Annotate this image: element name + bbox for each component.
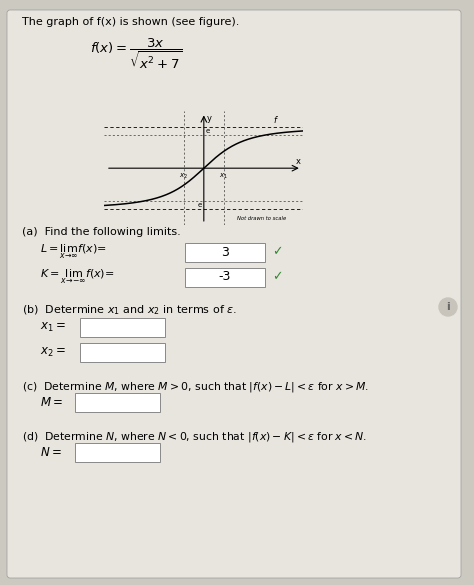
- Text: The graph of f(x) is shown (see figure).: The graph of f(x) is shown (see figure).: [22, 17, 239, 27]
- Text: (c)  Determine $M$, where $M > 0$, such that $|f(x) - L| < \varepsilon$ for $x >: (c) Determine $M$, where $M > 0$, such t…: [22, 380, 369, 394]
- Text: Not drawn to scale: Not drawn to scale: [237, 216, 286, 221]
- Text: ✓: ✓: [272, 246, 283, 259]
- Text: (a)  Find the following limits.: (a) Find the following limits.: [22, 227, 181, 237]
- Text: x: x: [296, 157, 301, 166]
- Text: $M =$: $M =$: [40, 395, 63, 408]
- Circle shape: [439, 298, 457, 316]
- Text: $x_2 =$: $x_2 =$: [40, 346, 66, 359]
- Bar: [75, 442, 160, 462]
- Text: e: e: [198, 202, 202, 208]
- Text: e: e: [206, 128, 210, 134]
- Bar: [80, 342, 165, 362]
- Text: $f(x) = \dfrac{3x}{\sqrt{x^2+7}}$: $f(x) = \dfrac{3x}{\sqrt{x^2+7}}$: [90, 37, 182, 71]
- Bar: [185, 243, 265, 261]
- Text: (b)  Determine $x_1$ and $x_2$ in terms of $\varepsilon$.: (b) Determine $x_1$ and $x_2$ in terms o…: [22, 303, 237, 316]
- Text: $x_1 =$: $x_1 =$: [40, 321, 66, 333]
- Text: $K = \lim_{x \to -\infty} f(x) =$: $K = \lim_{x \to -\infty} f(x) =$: [40, 268, 114, 286]
- Text: $L = \lim_{x \to \infty} f(x) =$: $L = \lim_{x \to \infty} f(x) =$: [40, 243, 107, 261]
- Text: $N =$: $N =$: [40, 446, 62, 459]
- Text: y: y: [206, 114, 211, 123]
- Text: i: i: [446, 302, 450, 312]
- Text: ✓: ✓: [272, 270, 283, 284]
- FancyBboxPatch shape: [7, 10, 461, 578]
- Bar: [185, 267, 265, 287]
- Text: -3: -3: [219, 270, 231, 284]
- Bar: [80, 318, 165, 336]
- Text: f: f: [273, 116, 276, 125]
- Text: (d)  Determine $N$, where $N < 0$, such that $|f(x) - K| < \varepsilon$ for $x <: (d) Determine $N$, where $N < 0$, such t…: [22, 430, 367, 444]
- Text: $x_2$: $x_2$: [180, 171, 188, 181]
- Bar: [75, 393, 160, 411]
- Text: 3: 3: [221, 246, 229, 259]
- Text: $x_1$: $x_1$: [219, 171, 228, 181]
